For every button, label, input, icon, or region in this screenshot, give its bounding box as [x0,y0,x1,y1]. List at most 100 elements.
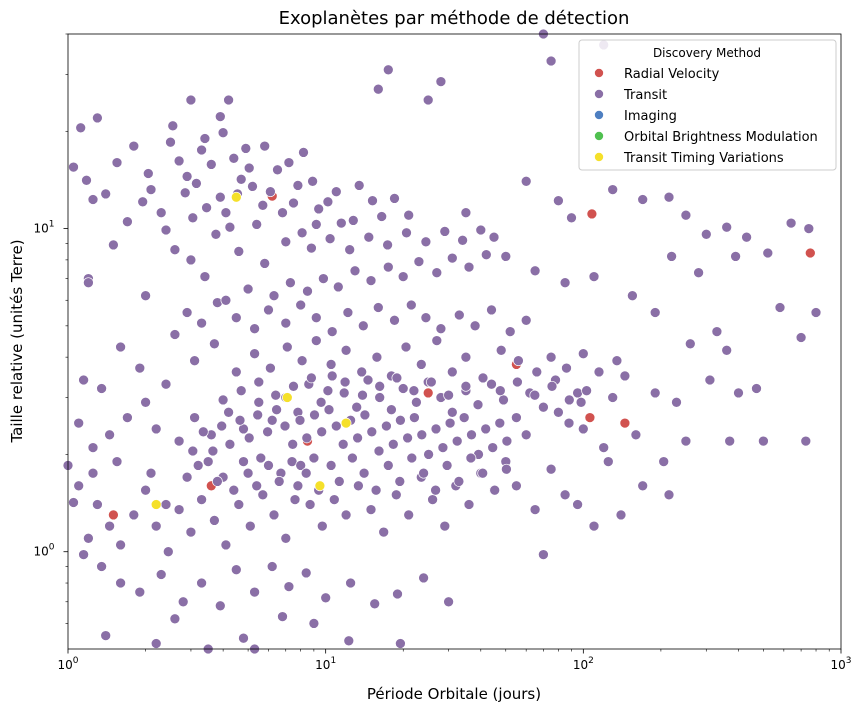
data-point-transit [520,314,532,326]
legend-entries: Radial Velocity Transit Imaging Orbital Bri… [594,67,818,166]
data-point-transit [437,442,449,453]
data-point-transit [292,480,304,492]
data-point-transit [637,480,649,492]
data-point-transit [313,203,325,215]
data-point-transit [265,186,276,198]
data-point-transit [96,561,107,572]
data-point-transit [100,630,112,641]
data-point-transit [205,159,217,170]
data-point-transit [173,504,185,515]
data-point-transit [758,435,769,447]
data-point-transit [87,467,99,479]
data-point-transit [122,412,133,423]
data-point-transit [469,320,481,332]
data-point-transit [115,577,126,589]
data-point-transit [359,409,371,421]
data-point-transit [214,191,226,203]
data-point-transit [238,632,249,644]
data-point-transit [374,380,386,392]
data-point-transit [257,489,269,501]
data-point-transit [663,489,675,501]
data-point-transit [73,417,85,429]
data-point-transit [217,394,229,406]
data-point-transit [795,332,807,343]
data-point-transit [378,526,390,538]
data-point-transit [322,196,334,208]
data-point-transit [785,217,797,229]
data-point-transit [512,376,523,388]
data-point-transit [309,409,320,421]
data-point-transit [247,181,258,192]
data-point-transit [663,191,675,203]
data-point-transit [220,294,232,306]
data-point-transit [400,341,412,353]
data-point-transit [330,186,342,198]
data-point-transit [598,442,610,453]
data-point-transit [577,348,589,360]
data-point-transit [283,157,295,168]
data-point-transit [477,467,489,479]
data-point-transit [277,611,288,622]
data-point-transit [357,320,369,332]
data-point-transit [150,638,162,649]
data-point-transit [340,509,352,521]
data-point-transit [405,299,417,311]
data-point-transit [316,520,328,532]
data-point-transit [545,55,557,67]
data-point-transit [480,423,492,435]
data-point-transit [418,572,429,584]
data-point-transit [315,396,327,408]
data-point-transit [342,307,354,318]
data-point-transit [501,463,512,475]
data-point-transit [142,168,154,179]
data-point-transit [460,351,472,363]
data-point-transit [741,231,752,243]
data-point-transit [397,383,409,394]
data-point-transit [259,140,271,152]
data-point-transit [494,385,506,397]
data-point-transit [511,480,522,492]
data-point-transit [83,532,94,544]
data-point-transit [443,389,454,401]
data-point-transit [392,588,403,600]
data-point-transit [494,417,506,429]
legend-marker [594,110,604,120]
data-point-transit [563,417,575,429]
data-point-transit [566,212,577,224]
data-point-transit [680,209,692,221]
data-point-transit [196,317,207,329]
data-point-transit [289,494,301,505]
data-point-transit [75,122,87,134]
data-point-transit [337,438,349,450]
y-tick-label: 101 [33,220,54,236]
data-point-transit [197,426,209,438]
data-point-transit [104,429,115,441]
data-point-transit [280,236,292,248]
data-point-transit [402,432,413,444]
data-point-transit [343,635,355,647]
data-point-transit [233,499,245,510]
data-point-transit [238,456,249,467]
data-point-transit [395,414,406,426]
data-point-transit [546,380,558,392]
data-point-transit [680,435,692,447]
x-axis-label: Période Orbitale (jours) [367,685,541,703]
data-point-transit [281,341,293,353]
data-point-transit [325,359,337,370]
data-point-transit [800,435,812,447]
data-point-transit [128,509,140,521]
data-point-transit [430,484,441,496]
data-point-transit [173,435,185,447]
data-point-transit [216,420,228,432]
data-point-transit [73,480,85,492]
data-point-transit [192,460,204,471]
data-point-transit [100,188,112,200]
data-point-transit [228,152,240,164]
data-point-transit [301,432,313,444]
data-point-transit [607,392,619,403]
data-point-transit [189,355,200,367]
data-point-transit [210,228,222,240]
data-point-transit [323,404,335,416]
data-point-transit [104,520,115,532]
data-point-transit [252,409,264,421]
